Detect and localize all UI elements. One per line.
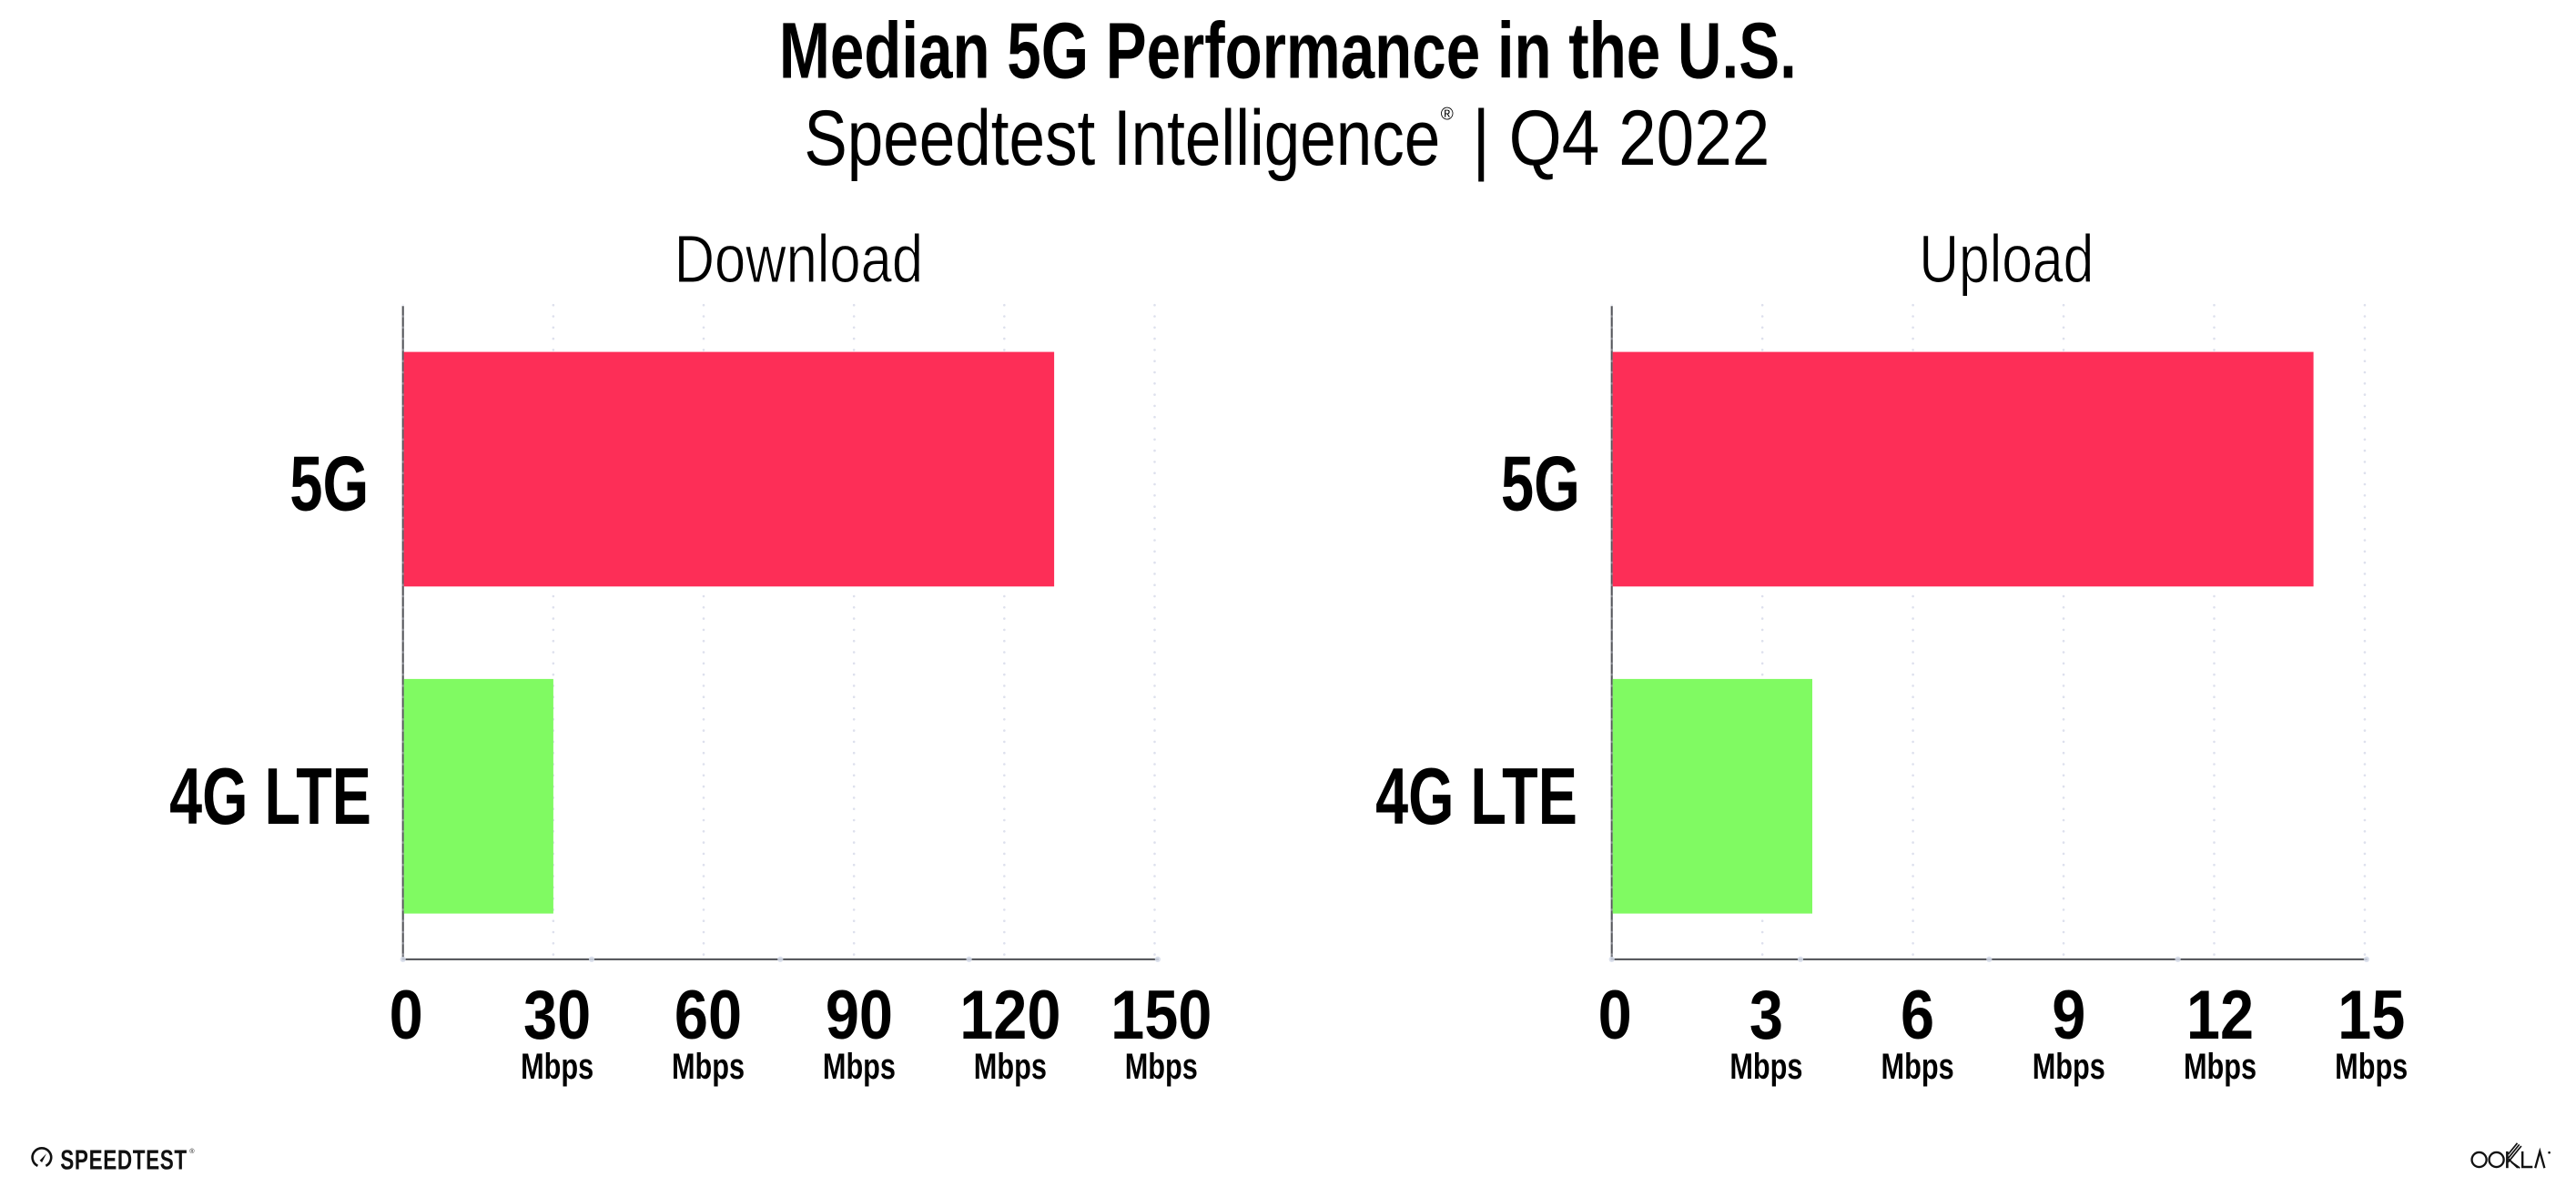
svg-text:Mbps: Mbps xyxy=(672,1046,745,1087)
svg-text:Mbps: Mbps xyxy=(1881,1046,1954,1087)
svg-text:6: 6 xyxy=(1901,977,1934,1054)
svg-text:5G: 5G xyxy=(289,441,369,527)
svg-text:Mbps: Mbps xyxy=(1729,1046,1802,1087)
svg-text:12: 12 xyxy=(2186,977,2254,1054)
svg-text:®: ® xyxy=(1441,105,1454,124)
svg-text:®: ® xyxy=(189,1147,195,1155)
svg-text:Mbps: Mbps xyxy=(2033,1046,2105,1087)
svg-text:Download: Download xyxy=(674,221,923,297)
svg-text:SPEEDTEST: SPEEDTEST xyxy=(60,1143,187,1175)
svg-text:Mbps: Mbps xyxy=(2184,1046,2257,1087)
svg-text:90: 90 xyxy=(826,977,893,1054)
svg-text:4G LTE: 4G LTE xyxy=(169,752,371,841)
svg-text:5G: 5G xyxy=(1501,441,1580,527)
svg-text:30: 30 xyxy=(523,977,591,1054)
svg-text:Speedtest Intelligence: Speedtest Intelligence xyxy=(804,95,1440,182)
svg-text:60: 60 xyxy=(674,977,742,1054)
svg-text:0: 0 xyxy=(390,977,423,1054)
svg-text:Mbps: Mbps xyxy=(521,1046,593,1087)
svg-text:3: 3 xyxy=(1749,977,1783,1054)
svg-text:4G LTE: 4G LTE xyxy=(1375,752,1577,841)
svg-text:Mbps: Mbps xyxy=(823,1046,896,1087)
svg-text:Mbps: Mbps xyxy=(974,1046,1047,1087)
svg-text:Upload: Upload xyxy=(1919,222,2094,297)
svg-text:15: 15 xyxy=(2338,977,2405,1054)
svg-text:Mbps: Mbps xyxy=(1125,1046,1198,1087)
svg-text:9: 9 xyxy=(2052,977,2085,1054)
svg-text:150: 150 xyxy=(1111,977,1212,1054)
svg-text:120: 120 xyxy=(959,977,1060,1054)
svg-text:Median 5G Performance in the U: Median 5G Performance in the U.S. xyxy=(779,5,1797,96)
svg-text:Mbps: Mbps xyxy=(2335,1046,2408,1087)
svg-text:0: 0 xyxy=(1598,977,1632,1054)
svg-text:| Q4 2022: | Q4 2022 xyxy=(1473,95,1770,182)
